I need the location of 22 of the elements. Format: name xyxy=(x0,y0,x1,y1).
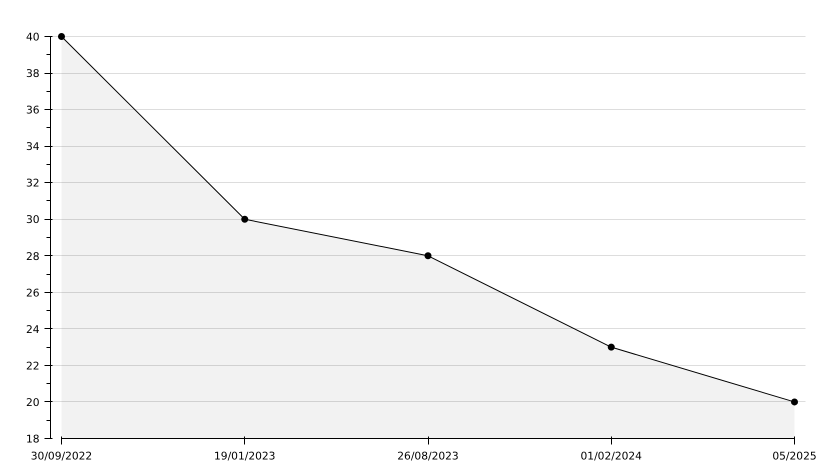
y-tick-label: 26 xyxy=(26,286,40,300)
y-tick-label: 30 xyxy=(26,213,40,226)
y-tick-label: 22 xyxy=(26,359,40,372)
x-tick-label: 26/08/2023 xyxy=(397,450,459,462)
y-tick-label: 20 xyxy=(26,396,40,409)
x-tick-label: 01/02/2024 xyxy=(580,450,642,462)
y-tick-label: 34 xyxy=(26,140,40,154)
point xyxy=(608,344,615,351)
point xyxy=(58,33,65,40)
y-tick-label: 18 xyxy=(26,432,40,446)
y-tick-label: 28 xyxy=(26,250,40,263)
point xyxy=(424,252,432,260)
x-tick-label: 19/01/2023 xyxy=(214,450,276,462)
x-tick-label: 05/2025 xyxy=(772,450,817,462)
y-tick-label: 36 xyxy=(26,104,40,117)
x-tick-label: 30/09/2022 xyxy=(30,450,92,462)
point xyxy=(241,216,248,223)
y-tick-label: 40 xyxy=(26,30,40,44)
y-tick-label: 38 xyxy=(26,67,40,80)
y-tick-label: 24 xyxy=(26,322,40,336)
y-tick-label: 32 xyxy=(26,176,40,190)
point xyxy=(791,398,798,406)
